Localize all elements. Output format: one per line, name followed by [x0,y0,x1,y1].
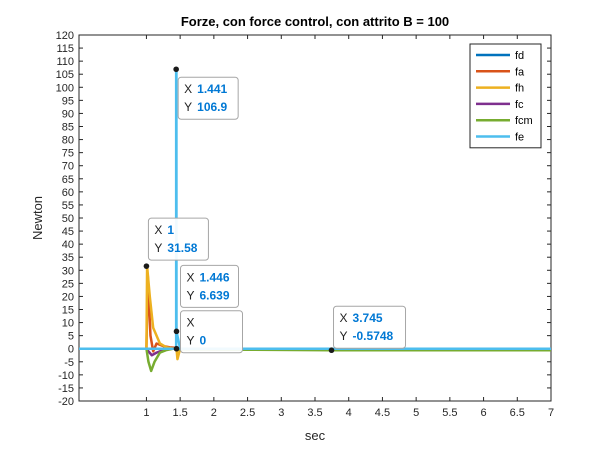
y-tick-label: 65 [62,174,74,186]
legend-item-fh: fh [476,83,524,95]
data-tip[interactable]: XY 0 [173,310,244,354]
y-axis-ticks: -20-15-10-505101520253035404550556065707… [56,30,551,408]
data-tip-y-prefix: Y [340,329,348,343]
data-tip-y-value: -0.5748 [353,329,394,343]
y-tick-label: -10 [58,370,74,382]
y-tick-label: 120 [56,30,74,42]
x-tick-label: 3.5 [307,407,322,419]
data-tip-y-prefix: Y [187,288,195,302]
legend-label: fd [515,50,524,62]
data-tip-y-prefix: Y [184,100,192,114]
y-tick-label: 15 [62,305,74,317]
data-tip-y-value: 6.639 [200,288,230,302]
x-axis-ticks: 1 1.5 2 2.5 3 3.5 4 4.5 5 5.5 6 6.5 7 [143,35,554,419]
x-tick-label: 3 [278,407,284,419]
data-tip[interactable]: X 1.441 Y 106.9 [173,66,239,120]
data-tip-box [177,76,239,120]
legend-label: fcm [515,115,533,127]
data-tip-marker [173,345,180,352]
x-tick-label: 1.5 [172,407,187,419]
data-tip-marker [173,66,179,73]
y-tick-label: 10 [62,318,74,330]
legend-label: fa [515,66,525,78]
x-tick-label: 6 [481,407,487,419]
legend-label: fe [515,132,524,144]
data-tip-x-value: 1.441 [197,82,227,96]
y-tick-label: 45 [62,226,74,238]
data-tip-y-value: 106.9 [197,100,227,114]
legend-label: fc [515,99,524,111]
data-tip-x-prefix: X [187,270,195,284]
y-tick-label: 25 [62,278,74,290]
y-tick-label: 35 [62,252,74,264]
y-tick-label: 55 [62,200,74,212]
y-tick-label: 30 [62,265,74,277]
data-tip-y-prefix: Y [154,241,162,255]
chart-title: Forze, con force control, con attrito B … [181,14,449,29]
y-tick-label: 5 [68,331,74,343]
x-tick-label: 2 [211,407,217,419]
series-line-fh [79,264,551,361]
y-tick-label: 110 [56,56,74,68]
y-tick-label: 90 [62,108,74,120]
data-tip-marker [143,263,150,269]
x-tick-label: 6.5 [510,407,525,419]
x-tick-label: 5 [413,407,419,419]
data-tip-x-prefix: X [187,316,195,330]
data-tip-x-value: 1 [167,223,174,237]
data-tip-x-value: 1.446 [200,270,230,284]
x-tick-label: 5.5 [442,407,457,419]
y-tick-label: 0 [68,344,74,356]
y-tick-label: 40 [62,239,74,251]
y-axis-label: Newton [30,196,45,240]
y-tick-label: 100 [56,82,74,94]
data-tip-y-value: 0 [200,334,207,348]
legend-box [469,43,542,149]
y-tick-label: -20 [58,396,74,408]
y-tick-label: 85 [62,122,74,134]
data-tip-box [333,305,407,349]
data-tip-x-prefix: X [154,223,162,237]
y-tick-label: -15 [58,383,74,395]
y-tick-label: 95 [62,95,74,107]
data-tip-marker [173,328,180,335]
y-tick-label: 115 [56,43,74,55]
x-tick-label: 2.5 [240,407,255,419]
legend-item-fe: fe [476,132,524,144]
legend-item-fcm: fcm [476,115,533,127]
y-tick-label: -5 [64,357,74,369]
x-tick-label: 4 [346,407,352,419]
data-tip[interactable]: X 1Y 31.58 [143,217,209,269]
legend-label: fh [515,83,524,95]
y-tick-label: 80 [62,135,74,147]
data-tip-box [180,310,244,354]
y-tick-label: 70 [62,161,74,173]
data-tip[interactable]: X 1.446 Y 6.639 [173,264,240,335]
data-tip-marker [328,347,335,354]
y-tick-label: 20 [62,291,74,303]
legend-item-fc: fc [476,99,524,111]
x-axis-label: sec [305,428,326,443]
data-tip-box [180,264,240,308]
data-tip-x-value: 3.745 [353,311,383,325]
data-tip-y-prefix: Y [187,334,195,348]
data-tip[interactable]: X 3.745 Y -0.5748 [328,305,407,354]
x-tick-label: 4.5 [375,407,390,419]
legend-item-fd: fd [476,50,524,62]
data-tip-x-prefix: X [184,82,192,96]
y-tick-label: 105 [56,69,74,81]
data-tip-x-prefix: X [340,311,348,325]
y-tick-label: 60 [62,187,74,199]
legend-item-fa: fa [476,66,525,78]
y-tick-label: 75 [62,148,74,160]
y-tick-label: 50 [62,213,74,225]
data-tip-box [147,217,209,261]
legend: fd fa fh fc fcm fe [469,43,542,149]
data-tip-y-value: 31.58 [167,241,197,255]
x-tick-label: 1 [143,407,149,419]
x-tick-label: 7 [548,407,554,419]
